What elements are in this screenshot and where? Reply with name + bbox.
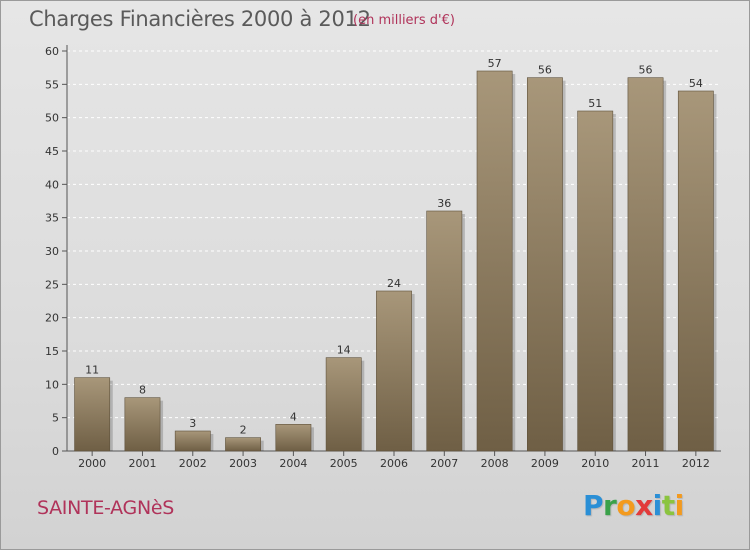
bar[interactable] — [325, 357, 362, 452]
bar[interactable] — [677, 90, 714, 452]
bar-value-label: 2 — [240, 424, 247, 437]
bar[interactable] — [275, 424, 312, 452]
x-tick-label: 2001 — [128, 457, 156, 470]
logo-letter: i — [674, 489, 685, 522]
logo-letter: P — [583, 489, 604, 522]
y-tick-label: 50 — [45, 112, 59, 125]
bar-value-label: 36 — [437, 197, 451, 210]
bar[interactable] — [577, 110, 614, 452]
x-tick-label: 2007 — [430, 457, 458, 470]
chart-title: Charges Financières 2000 à 2012 — [29, 7, 371, 31]
bar[interactable] — [124, 397, 161, 452]
logo-letter: o — [616, 489, 636, 522]
y-tick-label: 60 — [45, 45, 59, 58]
y-tick-label: 0 — [52, 445, 59, 458]
bar-value-label: 8 — [139, 384, 146, 397]
bar[interactable] — [225, 437, 261, 452]
y-tick-label: 45 — [45, 145, 59, 158]
bar-value-label: 4 — [290, 410, 297, 423]
logo-letter: t — [661, 489, 675, 522]
town-name: SAINTE-AGNèS — [37, 497, 175, 519]
x-tick-label: 2012 — [682, 457, 710, 470]
logo-letter: i — [652, 489, 663, 522]
bar-value-label: 51 — [588, 97, 602, 110]
bar[interactable] — [376, 290, 412, 452]
y-tick-label: 5 — [52, 412, 59, 425]
labels: 0 5 10 15 20 25 30 35 40 45 50 55 60 2000 11 2001 8 2002 3… — [45, 45, 710, 470]
bar[interactable] — [627, 77, 664, 452]
x-tick-label: 2004 — [279, 457, 307, 470]
x-tick-label: 2006 — [380, 457, 408, 470]
y-tick-label: 20 — [45, 312, 59, 325]
bars — [74, 70, 717, 452]
x-tick-label: 2000 — [78, 457, 106, 470]
bar-value-label: 56 — [639, 64, 653, 77]
y-tick-label: 55 — [45, 78, 59, 91]
x-tick-label: 2002 — [179, 457, 207, 470]
bar[interactable] — [74, 377, 111, 452]
bar-value-label: 57 — [488, 57, 502, 70]
chart-subtitle: (en milliers d'€) — [353, 13, 455, 28]
x-tick-label: 2005 — [330, 457, 358, 470]
bar-value-label: 14 — [337, 344, 351, 357]
bar-value-label: 3 — [189, 417, 196, 430]
x-tick-label: 2010 — [581, 457, 609, 470]
bar-value-label: 56 — [538, 64, 552, 77]
bar-value-label: 54 — [689, 77, 703, 90]
y-tick-label: 35 — [45, 212, 59, 225]
y-tick-label: 40 — [45, 178, 59, 191]
y-tick-label: 15 — [45, 345, 59, 358]
logo-letter: r — [603, 489, 617, 522]
x-tick-label: 2009 — [531, 457, 559, 470]
bar-value-label: 11 — [85, 364, 99, 377]
bar[interactable] — [174, 430, 211, 452]
y-tick-label: 25 — [45, 278, 59, 291]
bar[interactable] — [476, 70, 513, 452]
bar[interactable] — [426, 210, 463, 452]
y-tick-label: 10 — [45, 378, 59, 391]
x-tick-label: 2003 — [229, 457, 257, 470]
proxiti-logo[interactable]: Proxiti — [583, 489, 684, 522]
bar[interactable] — [527, 77, 563, 452]
x-tick-label: 2011 — [632, 457, 660, 470]
bar-value-label: 24 — [387, 277, 401, 290]
logo-letter: x — [635, 489, 653, 522]
y-tick-label: 30 — [45, 245, 59, 258]
x-tick-label: 2008 — [481, 457, 509, 470]
